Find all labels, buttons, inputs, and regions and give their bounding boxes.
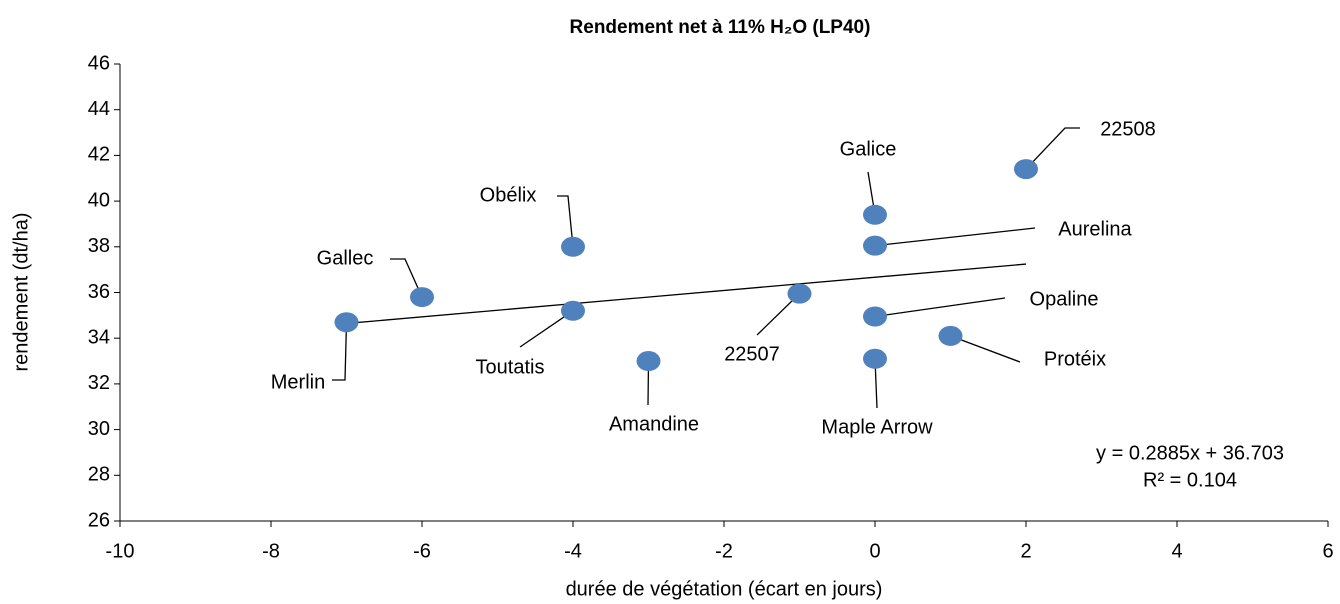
point-label: Protéix bbox=[1044, 348, 1106, 370]
point-label: Opaline bbox=[1030, 288, 1099, 310]
point bbox=[334, 312, 359, 333]
y-tick-label: 42 bbox=[88, 144, 110, 166]
leader-line bbox=[874, 227, 1036, 247]
y-tick-label: 46 bbox=[88, 52, 110, 74]
leader-line bbox=[1025, 127, 1080, 170]
leader-line bbox=[874, 297, 1006, 318]
point bbox=[863, 348, 887, 369]
point-label: Amandine bbox=[609, 413, 699, 435]
x-tick-label: -2 bbox=[715, 540, 733, 562]
y-tick-label: 40 bbox=[88, 189, 110, 211]
point bbox=[863, 306, 887, 327]
x-tick-label: 6 bbox=[1322, 540, 1333, 562]
y-tick-label: 30 bbox=[88, 418, 110, 440]
y-tick-label: 34 bbox=[88, 326, 110, 348]
y-tick-label: 26 bbox=[88, 509, 110, 531]
point bbox=[938, 325, 963, 346]
leader-line bbox=[390, 258, 423, 298]
y-tick-label: 28 bbox=[88, 464, 110, 486]
point-label: Aurelina bbox=[1058, 218, 1132, 240]
x-tick-label: 0 bbox=[869, 540, 880, 562]
y-tick-label: 44 bbox=[88, 98, 110, 120]
point bbox=[410, 287, 434, 308]
point-label: Obélix bbox=[480, 184, 537, 206]
point-label: 22508 bbox=[1100, 118, 1156, 140]
x-axis-label: durée de végétation (écart en jours) bbox=[566, 578, 883, 600]
x-tick-label: -4 bbox=[564, 540, 582, 562]
leader-line bbox=[950, 335, 1021, 363]
point bbox=[636, 351, 661, 372]
point bbox=[561, 300, 585, 321]
x-tick-label: -6 bbox=[413, 540, 431, 562]
point-label: Toutatis bbox=[476, 356, 545, 378]
point-label: Gallec bbox=[317, 247, 374, 269]
y-tick-label: 32 bbox=[88, 372, 110, 394]
equation: y = 0.2885x + 36.703 bbox=[1096, 442, 1284, 464]
point bbox=[1014, 159, 1038, 180]
point-label: Merlin bbox=[271, 371, 325, 393]
point bbox=[863, 204, 887, 225]
point-label: Maple Arrow bbox=[821, 416, 933, 438]
x-tick-label: -10 bbox=[106, 540, 135, 562]
x-tick-label: -8 bbox=[262, 540, 280, 562]
chart-title: Rendement net à 11% H₂O (LP40) bbox=[570, 17, 871, 38]
point bbox=[863, 235, 887, 256]
point bbox=[561, 236, 585, 257]
leader-line bbox=[332, 322, 348, 381]
y-axis-label: rendement (dt/ha) bbox=[10, 213, 32, 372]
point-label: Galice bbox=[840, 138, 897, 160]
point bbox=[787, 283, 812, 304]
x-tick-label: 4 bbox=[1171, 540, 1182, 562]
y-tick-label: 38 bbox=[88, 235, 110, 257]
trendline bbox=[346, 263, 1027, 325]
point-label: 22507 bbox=[724, 343, 780, 365]
y-tick-label: 36 bbox=[88, 281, 110, 303]
r-squared: R² = 0.104 bbox=[1143, 469, 1237, 491]
x-tick-label: 2 bbox=[1020, 540, 1031, 562]
leader-line bbox=[557, 195, 574, 247]
